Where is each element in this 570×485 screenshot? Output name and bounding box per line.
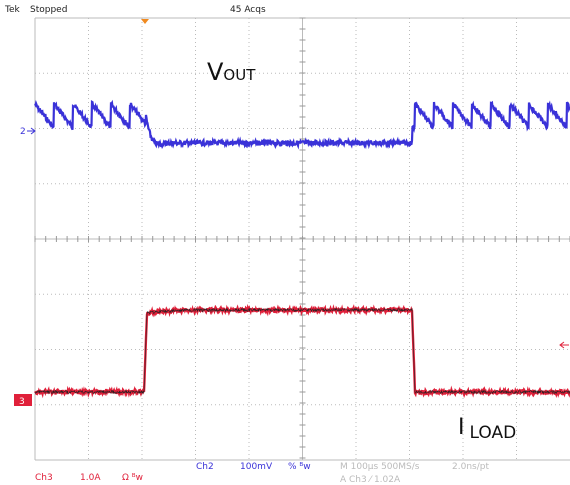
trigger-setting: A Ch3 ⁄ 1.02A	[340, 475, 401, 485]
resolution: 2.0ns/pt	[452, 462, 489, 472]
brand: Tek	[4, 5, 21, 15]
ch3-noise	[34, 307, 570, 395]
ch2-marker: 2	[20, 127, 26, 137]
iload-label: I LOAD	[458, 415, 516, 443]
ch2-trace	[34, 99, 570, 150]
ch2-arrow	[27, 127, 36, 135]
ch2-coupling: % ᴮw	[288, 462, 311, 472]
ch3-marker-box	[14, 394, 32, 406]
graticule	[34, 17, 570, 461]
status: Stopped	[30, 5, 67, 15]
ch2-name: Ch2	[196, 462, 214, 472]
timebase: M 100µs 500MS/s	[340, 462, 420, 472]
ch3-marker: 3	[19, 397, 25, 407]
trigger-position	[141, 19, 149, 24]
ch3-coupling: Ω ᴮw	[122, 473, 143, 483]
ch3-scale: 1.0A	[80, 473, 101, 483]
ch3-name: Ch3	[35, 473, 53, 483]
trigger-level	[559, 341, 569, 349]
ch2-scale: 100mV	[240, 462, 273, 472]
acquisitions: 45 Acqs	[230, 5, 266, 15]
vout-label: VOUT	[207, 58, 256, 86]
